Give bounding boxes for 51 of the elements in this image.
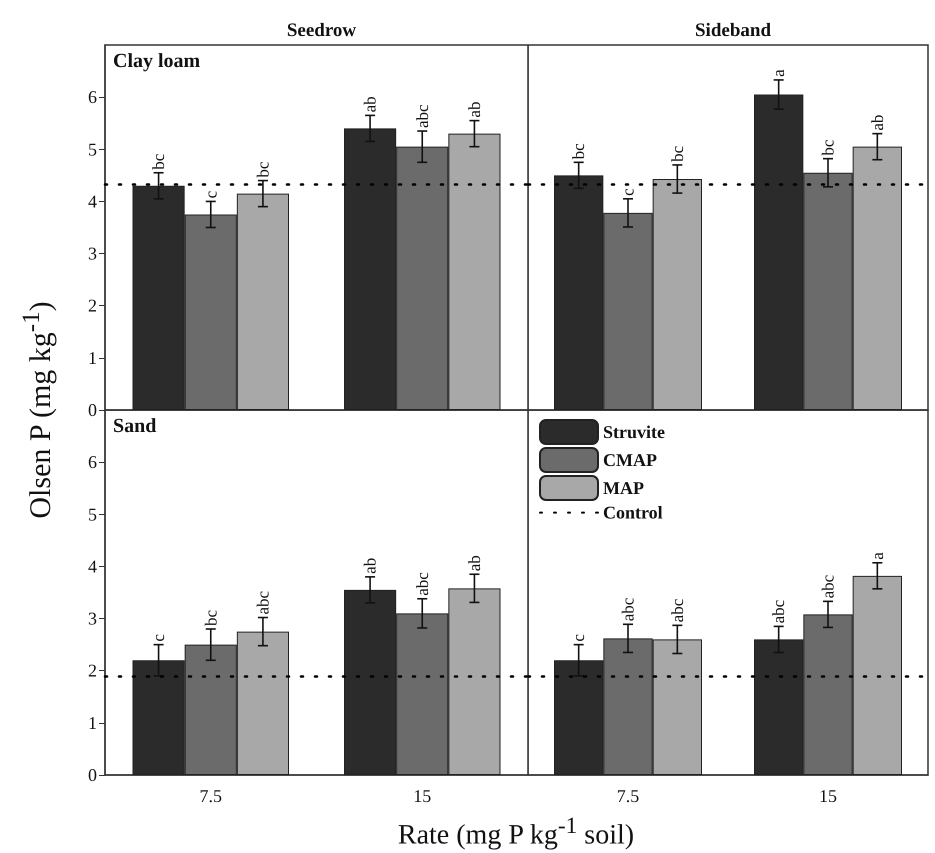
x-tick-label: 7.5: [616, 786, 640, 806]
y-tick-label: 0: [88, 765, 97, 785]
data-label: abc: [412, 104, 432, 128]
data-label: abc: [818, 574, 838, 598]
legend-label: Control: [603, 502, 663, 523]
data-label: c: [149, 634, 168, 642]
y-tick-label: 1: [88, 348, 97, 368]
data-label: abc: [253, 590, 272, 615]
y-tick-label: 4: [88, 556, 97, 576]
legend-label: CMAP: [603, 450, 657, 470]
data-label: ab: [464, 102, 484, 118]
y-tick-label: 6: [88, 452, 97, 472]
data-label: ab: [868, 114, 887, 131]
y-tick-label: 1: [88, 712, 97, 733]
y-tick-label: 4: [88, 191, 97, 212]
data-label: bc: [201, 610, 220, 626]
data-label: abc: [668, 598, 687, 622]
data-label: c: [201, 190, 220, 198]
data-label: ab: [360, 96, 380, 112]
data-label: bc: [668, 145, 687, 162]
data-label: abc: [618, 597, 638, 622]
y-tick-label: 5: [88, 139, 97, 160]
x-tick-label: 7.5: [200, 786, 222, 806]
chart-title: Seedrow: [286, 20, 356, 41]
y-tick-label: 3: [88, 244, 97, 264]
data-label: c: [618, 188, 638, 196]
data-label: a: [769, 68, 788, 77]
y-tick-label: 6: [88, 87, 97, 108]
y-tick-label: 2: [88, 296, 97, 316]
x-tick-label: 15: [819, 786, 837, 806]
data-label: ab: [360, 558, 380, 574]
data-label: abc: [412, 572, 432, 596]
data-label: a: [868, 552, 887, 560]
data-label: bc: [818, 139, 838, 156]
chart-title: Sideband: [694, 20, 772, 41]
data-label: abc: [769, 599, 788, 624]
y-tick-label: 5: [88, 504, 97, 524]
x-tick-label: 15: [413, 786, 432, 806]
legend-label: MAP: [603, 478, 644, 498]
x-axis-title: Rate (mg P kg$^{-1}$ soil): [398, 813, 634, 852]
data-label: bc: [569, 142, 588, 160]
data-label: bc: [149, 153, 168, 170]
y-tick-label: 0: [88, 400, 97, 420]
data-label: ab: [464, 555, 484, 572]
legend-label: Struvite: [603, 422, 665, 442]
annotation: Sand: [113, 415, 156, 437]
annotation: Clay loam: [113, 50, 201, 72]
data-label: bc: [253, 161, 272, 178]
y-tick-label: 2: [88, 660, 97, 681]
y-tick-label: 3: [88, 608, 97, 629]
data-label: c: [569, 634, 588, 642]
